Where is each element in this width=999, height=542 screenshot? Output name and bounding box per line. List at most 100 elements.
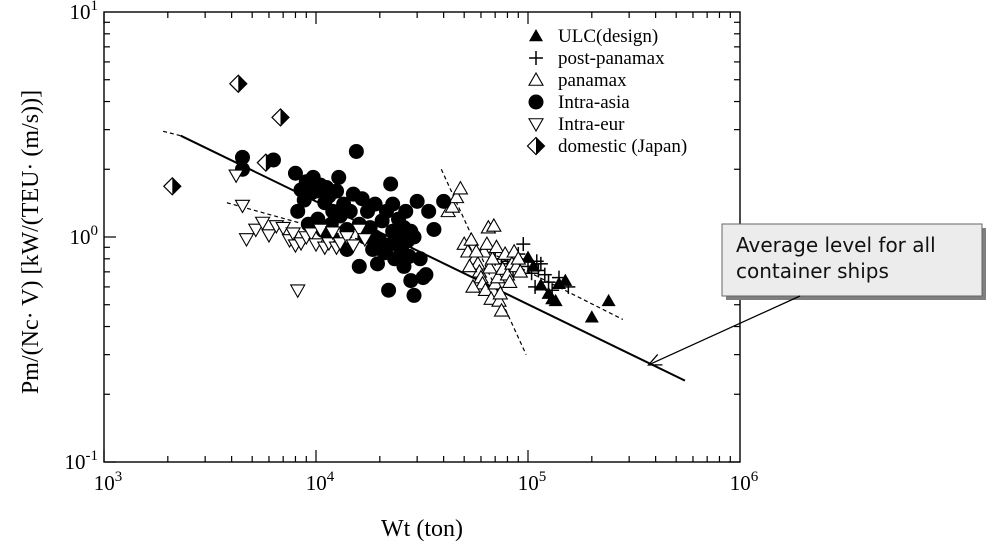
data-point xyxy=(528,279,543,294)
data-point xyxy=(406,229,422,245)
legend-marker xyxy=(529,51,543,65)
data-point xyxy=(501,274,518,288)
data-point xyxy=(448,189,465,204)
data-point xyxy=(290,203,306,219)
data-point xyxy=(492,285,509,300)
data-point xyxy=(287,165,303,181)
data-point xyxy=(351,258,367,274)
data-point xyxy=(383,176,399,192)
data-point xyxy=(484,250,501,265)
y-tick-label: 100 xyxy=(70,223,99,249)
legend-label: panamax xyxy=(558,70,627,91)
data-point xyxy=(381,282,397,298)
data-point xyxy=(261,229,277,244)
data-point xyxy=(310,211,326,227)
legend-marker xyxy=(526,136,546,156)
data-point xyxy=(516,237,531,252)
data-point xyxy=(521,250,535,263)
x-tick-label: 103 xyxy=(94,469,123,495)
callout-text: Average level for all xyxy=(736,233,936,257)
legend-marker xyxy=(529,29,543,42)
data-point xyxy=(584,310,599,323)
y-tick-label: 101 xyxy=(70,0,99,24)
data-point xyxy=(488,239,505,254)
data-point xyxy=(485,217,502,232)
data-point xyxy=(548,293,563,307)
data-point xyxy=(510,250,527,265)
data-point xyxy=(342,203,358,219)
series-panamax xyxy=(440,180,529,317)
data-point xyxy=(521,259,535,274)
data-point xyxy=(271,108,290,127)
data-point xyxy=(537,267,552,282)
data-point xyxy=(398,203,414,219)
data-point xyxy=(329,183,345,199)
legend-label: Intra-asia xyxy=(558,92,630,113)
data-point xyxy=(493,302,510,317)
data-point xyxy=(436,193,452,209)
data-point xyxy=(421,203,437,219)
legend-label: domestic (Japan) xyxy=(558,136,687,157)
data-point xyxy=(254,216,271,231)
axis-ticks: 103 104 105 106 10-1 100 101 xyxy=(65,0,759,495)
data-point xyxy=(289,284,306,299)
data-point xyxy=(332,237,349,252)
data-point xyxy=(228,74,248,94)
data-point xyxy=(354,191,370,207)
data-point xyxy=(468,243,485,258)
fit-line-postpanamax-trend xyxy=(483,248,624,321)
data-point xyxy=(228,169,245,184)
data-point xyxy=(418,267,434,283)
data-point xyxy=(601,293,616,307)
x-tick-label: 105 xyxy=(518,469,547,495)
fit-line-panamax-trend xyxy=(440,169,527,355)
y-axis-title: Pm/(Nc· V) [kW/(TEU· (m/s))] xyxy=(18,90,44,394)
x-tick-label: 104 xyxy=(306,469,335,495)
data-point xyxy=(481,259,498,274)
data-point xyxy=(463,231,480,246)
data-point xyxy=(551,270,566,285)
data-point xyxy=(561,279,576,294)
data-point xyxy=(409,193,425,209)
x-axis-title: Wt (ton) xyxy=(381,516,463,542)
data-point xyxy=(461,258,478,273)
data-point xyxy=(529,254,544,269)
data-point xyxy=(403,273,419,289)
data-point xyxy=(491,292,507,307)
data-point xyxy=(367,196,383,212)
data-point xyxy=(465,278,481,293)
legend-marker xyxy=(528,94,544,110)
data-point xyxy=(162,176,182,196)
legend: ULC(design)post-panamaxpanamaxIntra-asia… xyxy=(526,26,687,157)
fit-line-average-ext xyxy=(162,130,181,137)
data-point xyxy=(331,169,347,185)
data-point xyxy=(406,287,422,303)
y-tick-label: 10-1 xyxy=(65,448,99,474)
data-points xyxy=(162,74,616,323)
data-point xyxy=(541,275,556,290)
callout-arrow xyxy=(648,295,801,366)
data-point xyxy=(524,266,539,281)
data-point xyxy=(234,199,251,214)
data-point xyxy=(412,251,428,267)
data-point xyxy=(345,239,362,254)
data-point xyxy=(312,223,329,238)
data-point xyxy=(351,223,368,238)
data-point xyxy=(238,233,255,248)
data-point xyxy=(247,223,264,238)
data-point xyxy=(385,196,401,212)
data-point xyxy=(426,221,442,237)
data-point xyxy=(478,235,495,250)
data-point xyxy=(369,256,385,272)
data-point xyxy=(303,227,320,242)
data-point xyxy=(256,153,276,173)
data-point xyxy=(234,149,250,165)
x-tick-label: 106 xyxy=(730,469,759,495)
series-domestic-japan- xyxy=(162,74,290,196)
legend-marker xyxy=(528,118,544,133)
data-point xyxy=(452,180,469,195)
legend-label: post-panamax xyxy=(558,48,665,69)
data-point xyxy=(356,233,373,248)
data-point xyxy=(396,258,412,274)
